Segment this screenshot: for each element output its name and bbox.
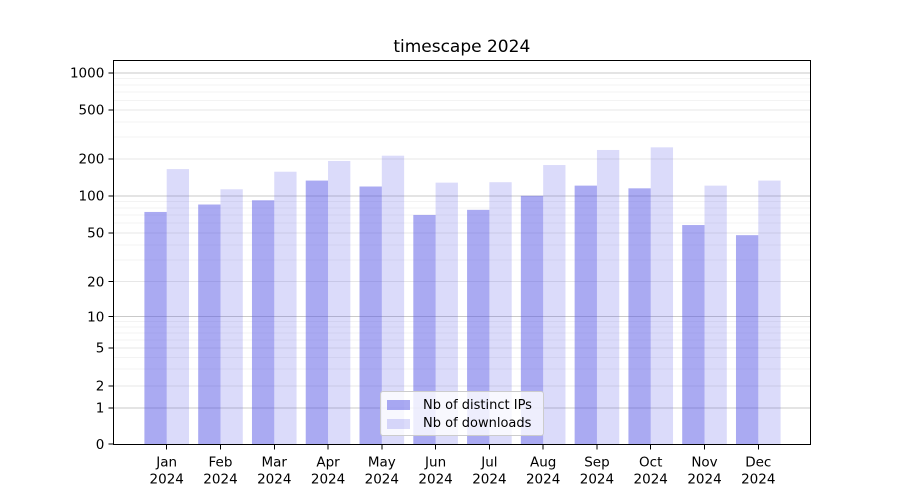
bar-oct-downloads xyxy=(650,147,674,445)
x-tick-label-month: May xyxy=(368,455,396,471)
bar-dec-downloads xyxy=(758,180,781,445)
y-tick-label: 50 xyxy=(87,226,104,242)
y-tick-label: 2 xyxy=(96,379,105,395)
bar-mar-ips xyxy=(251,200,275,445)
legend-label-distinct-ips: Nb of distinct IPs xyxy=(423,397,532,413)
legend-label-downloads: Nb of downloads xyxy=(423,416,532,432)
bar-sep-downloads xyxy=(596,149,620,445)
y-tick-label: 20 xyxy=(87,274,104,290)
bar-dec-ips xyxy=(735,235,759,445)
y-tick-label: 100 xyxy=(79,189,105,205)
tick-marks xyxy=(108,72,759,450)
chart-title: timescape 2024 xyxy=(393,37,530,57)
legend-item-distinct-ips: Nb of distinct IPs xyxy=(387,397,537,414)
bar-aug-downloads xyxy=(543,165,566,445)
x-tick-label-month: Dec xyxy=(745,455,771,471)
y-tick-label: 500 xyxy=(79,103,105,119)
bar-oct-ips xyxy=(628,188,651,445)
plot-border xyxy=(112,60,811,446)
x-tick-label-month: Jul xyxy=(480,455,497,471)
y-tick-label: 1 xyxy=(96,401,105,417)
x-tick-label-year: 2024 xyxy=(203,472,237,488)
x-tick-label-month: Nov xyxy=(691,455,717,471)
x-tick-label-month: Oct xyxy=(639,455,662,471)
bar-sep-ips xyxy=(574,185,597,445)
bar-may-ips xyxy=(359,186,382,445)
bar-apr-ips xyxy=(305,180,329,445)
x-tick-label-year: 2024 xyxy=(741,472,775,488)
x-tick-label-month: Sep xyxy=(584,455,609,471)
bar-mar-downloads xyxy=(274,171,297,445)
x-tick-label-year: 2024 xyxy=(365,472,399,488)
x-tick-label-year: 2024 xyxy=(687,472,721,488)
x-tick-label-year: 2024 xyxy=(580,472,614,488)
x-tick-label-year: 2024 xyxy=(418,472,452,488)
x-tick-label-month: Mar xyxy=(262,455,288,471)
x-tick-label-year: 2024 xyxy=(257,472,291,488)
bar-nov-ips xyxy=(682,225,705,445)
x-tick-label-year: 2024 xyxy=(472,472,506,488)
bar-jan-ips xyxy=(144,211,167,445)
bar-apr-downloads xyxy=(328,160,351,445)
bar-feb-downloads xyxy=(220,189,243,445)
legend: Nb of distinct IPs Nb of downloads xyxy=(380,391,544,436)
legend-swatch-downloads xyxy=(387,418,410,429)
y-tick-label: 0 xyxy=(96,437,105,453)
bar-jul-ips xyxy=(467,209,490,445)
y-tick-label: 1000 xyxy=(70,66,104,82)
x-tick-label-month: Feb xyxy=(209,455,233,471)
x-tick-label-year: 2024 xyxy=(311,472,345,488)
legend-item-downloads: Nb of downloads xyxy=(387,415,537,432)
bar-jun-ips xyxy=(413,214,436,445)
x-tick-label-month: Jan xyxy=(155,455,177,471)
tick-labels: 01251020501002005001000Jan2024Feb2024Mar… xyxy=(70,66,776,488)
bar-jun-downloads xyxy=(435,182,458,445)
bar-jul-downloads xyxy=(489,182,512,445)
x-tick-label-month: Aug xyxy=(530,455,556,471)
bar-aug-ips xyxy=(520,195,544,445)
x-tick-label-month: Jun xyxy=(424,455,446,471)
x-tick-label-year: 2024 xyxy=(634,472,668,488)
bars xyxy=(144,147,781,445)
y-tick-label: 5 xyxy=(96,341,105,357)
x-tick-label-year: 2024 xyxy=(526,472,560,488)
x-tick-label-year: 2024 xyxy=(150,472,184,488)
bar-feb-ips xyxy=(198,204,221,445)
legend-swatch-distinct-ips xyxy=(387,400,410,411)
bar-nov-downloads xyxy=(704,185,727,445)
y-tick-label: 200 xyxy=(79,152,105,168)
bar-jan-downloads xyxy=(166,169,189,445)
y-tick-label: 10 xyxy=(87,309,104,325)
bar-may-downloads xyxy=(381,155,405,445)
x-tick-label-month: Apr xyxy=(316,455,340,471)
